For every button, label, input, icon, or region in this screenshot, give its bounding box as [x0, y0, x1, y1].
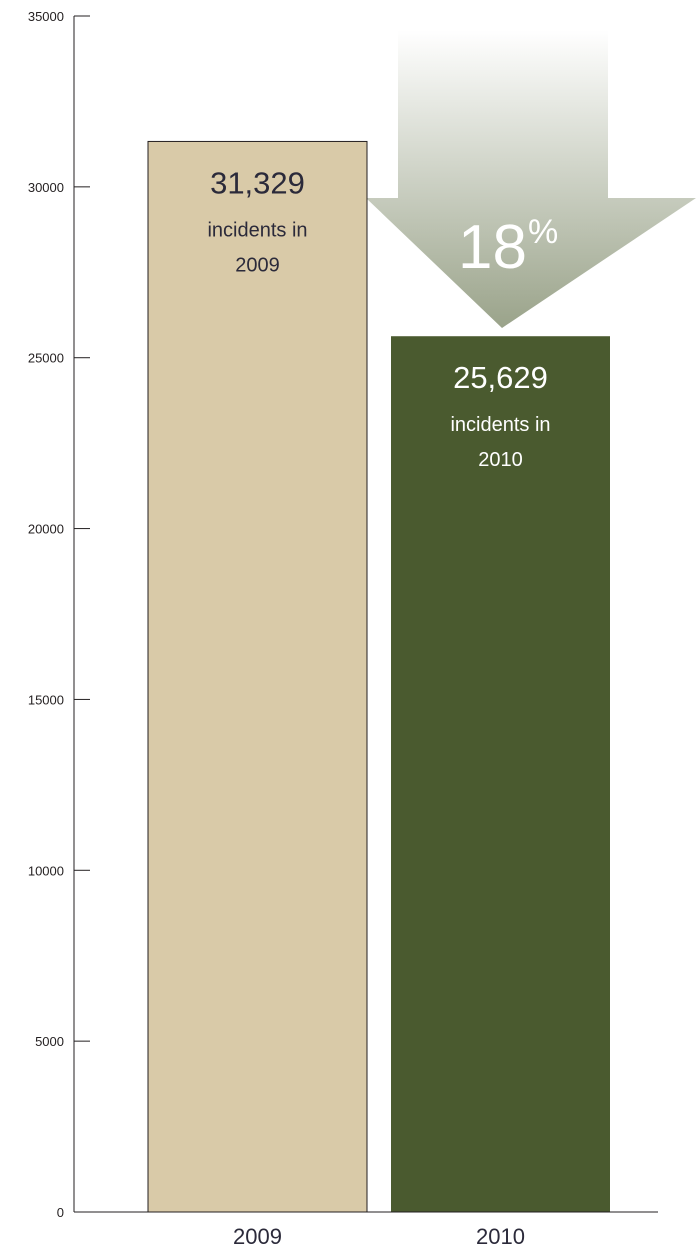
bar-2009	[147, 140, 368, 1213]
y-tick-label: 20000	[28, 522, 64, 537]
bar-2010	[391, 336, 610, 1212]
bar-caption-line2: 2010	[478, 449, 523, 471]
x-tick-label: 2010	[476, 1224, 525, 1249]
y-tick-label: 5000	[35, 1034, 64, 1049]
bar-value-label: 25,629	[453, 360, 548, 395]
y-tick-label: 25000	[28, 351, 64, 366]
y-tick-label: 0	[57, 1205, 64, 1220]
bar-labels: 31,329 incidents in 2009 2009 25,629 incident…	[207, 165, 550, 1249]
decrease-arrow: 18%	[366, 30, 696, 328]
percent-value: 18	[458, 213, 527, 282]
y-tick-label: 15000	[28, 692, 64, 707]
axes	[73, 16, 658, 1213]
x-tick-label: 2009	[233, 1224, 282, 1249]
y-tick-label: 10000	[28, 863, 64, 878]
y-tick-label: 35000	[28, 9, 64, 24]
down-arrow-shape	[366, 30, 696, 328]
bar-value-label: 31,329	[210, 165, 305, 200]
y-axis: 0 5000 10000 15000 20000 25000 30000 35000	[28, 9, 90, 1220]
bar-caption-line1: incidents in	[207, 219, 307, 241]
bar-caption-line1: incidents in	[450, 414, 550, 436]
percent-sign: %	[528, 213, 558, 251]
bar-caption-line2: 2009	[235, 254, 280, 276]
bars	[147, 140, 610, 1213]
y-tick-label: 30000	[28, 180, 64, 195]
